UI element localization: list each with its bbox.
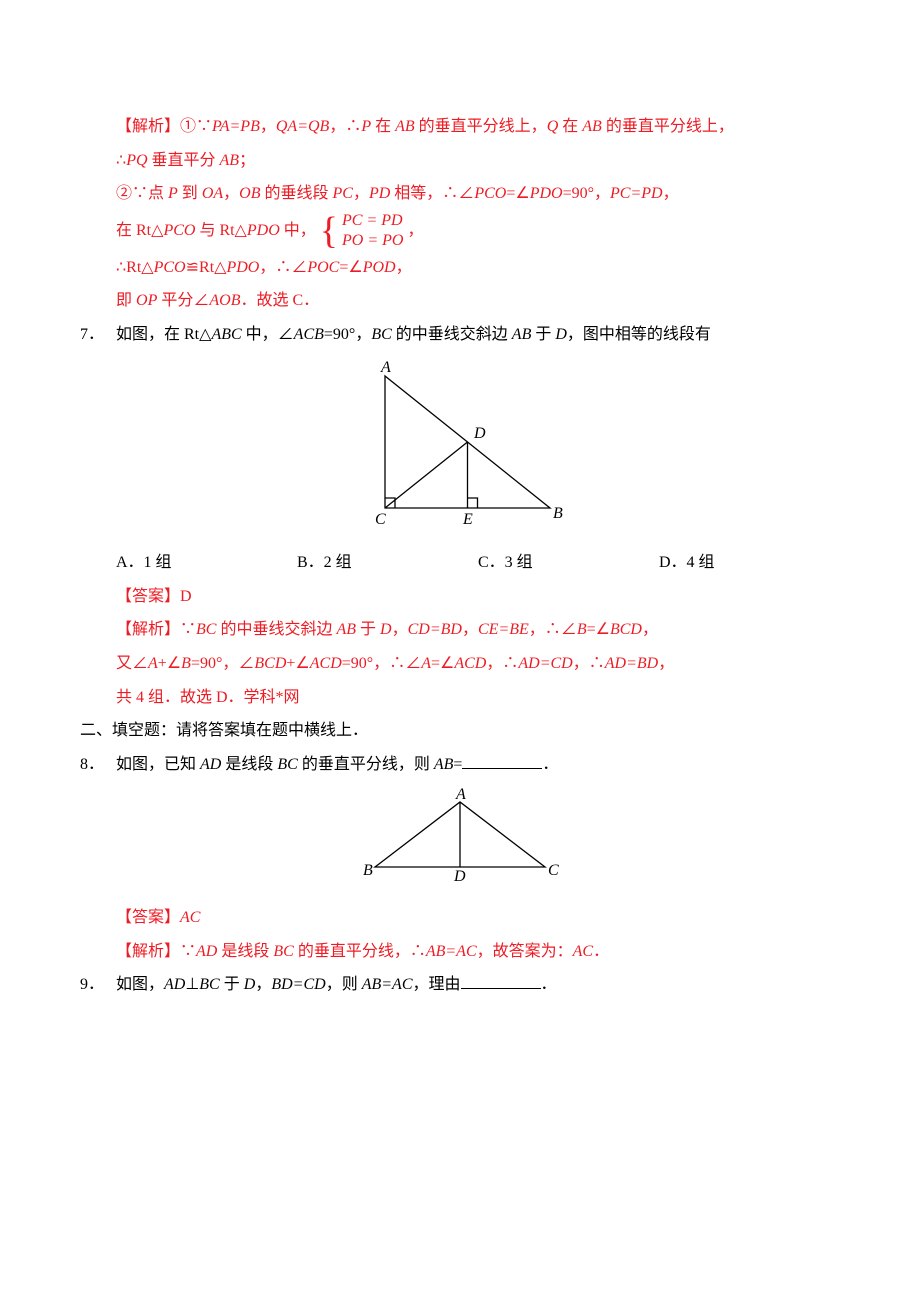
q7-expl-line1: 【解析】∵BC 的中垂线交斜边 AB 于 D，CD=BD，CE=BE，∴∠B=∠… [116,613,840,647]
q7-explanation: 【解析】∵BC 的中垂线交斜边 AB 于 D，CD=BD，CE=BE，∴∠B=∠… [80,613,840,714]
sol6-line6: 即 OP 平分∠AOB．故选 C． [116,284,840,318]
q7-option-b: B．2 组 [297,546,478,580]
sol6-line4: 在 Rt△PCO 与 Rt△PDO 中， { PC = PD PO = PO ， [116,211,840,251]
label-D: D [473,425,486,442]
question-7: 7． 如图，在 Rt△ABC 中，∠ACB=90°，BC 的中垂线交斜边 AB … [80,318,840,352]
label-C: C [548,862,559,879]
q7-stem: 如图，在 Rt△ABC 中，∠ACB=90°，BC 的中垂线交斜边 AB 于 D… [116,318,840,352]
label-B: B [363,862,373,879]
sol6-line3: ②∵点 P 到 OA，OB 的垂线段 PC，PD 相等，∴∠PCO=∠PDO=9… [116,177,840,211]
q9-number: 9． [80,968,116,1002]
q7-expl-line2: 又∠A+∠B=90°，∠BCD+∠ACD=90°，∴∠A=∠ACD，∴AD=CD… [116,647,840,681]
label-A: A [455,787,466,803]
sol6-line2: ∴PQ 垂直平分 AB； [116,144,840,178]
blank-fill [461,972,541,989]
q7-option-d: D．4 组 [659,546,840,580]
label-A: A [380,359,391,376]
q7-options: A．1 组 B．2 组 C．3 组 D．4 组 [80,546,840,580]
q9-stem: 如图，AD⊥BC 于 D，BD=CD，则 AB=AC，理由． [116,968,840,1002]
label-B: B [553,505,563,522]
label-E: E [462,511,473,528]
q8-stem: 如图，已知 AD 是线段 BC 的垂直平分线，则 AB=． [116,748,840,782]
sol6-line5: ∴Rt△PCO≌Rt△PDO，∴∠POC=∠POD， [116,251,840,285]
q7-expl-line3: 共 4 组．故选 D．学科*网 [116,681,840,715]
q8-answer: 【答案】AC [80,901,840,935]
document-page: 【解析】①∵PA=PB，QA=QB，∴P 在 AB 的垂直平分线上，Q 在 AB… [0,0,920,1062]
question-8: 8． 如图，已知 AD 是线段 BC 的垂直平分线，则 AB=． [80,748,840,782]
q7-option-a: A．1 组 [116,546,297,580]
q7-number: 7． [80,318,116,352]
blank-fill [462,752,542,769]
q8-figure: A B D C [80,787,840,895]
label-C: C [375,511,386,528]
q7-option-c: C．3 组 [478,546,659,580]
q7-figure: A D C E B [80,358,840,541]
q7-answer: 【答案】D [80,580,840,614]
section-2-header: 二、填空题：请将答案填在题中横线上． [80,714,840,748]
sol6-line1: 【解析】①∵PA=PB，QA=QB，∴P 在 AB 的垂直平分线上，Q 在 AB… [116,110,840,144]
label-D: D [453,868,466,882]
q8-explanation: 【解析】∵AD 是线段 BC 的垂直平分线，∴AB=AC，故答案为：AC． [80,935,840,969]
brace-equation: { PC = PD PO = PO [320,211,404,251]
solution-block-6: 【解析】①∵PA=PB，QA=QB，∴P 在 AB 的垂直平分线上，Q 在 AB… [80,110,840,318]
question-9: 9． 如图，AD⊥BC 于 D，BD=CD，则 AB=AC，理由． [80,968,840,1002]
q8-number: 8． [80,748,116,782]
